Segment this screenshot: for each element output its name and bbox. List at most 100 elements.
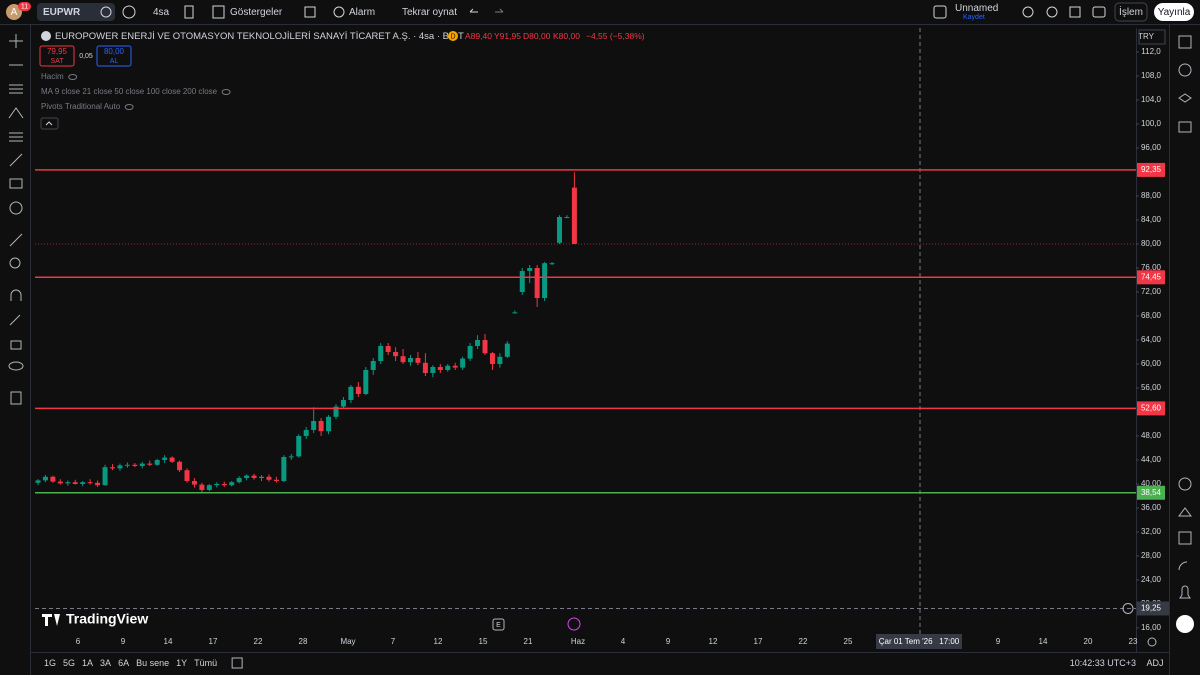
candle-body xyxy=(437,366,443,370)
candle-body xyxy=(35,480,41,483)
buy-label: AL xyxy=(110,58,119,65)
price-label: 104,0 xyxy=(1141,95,1162,104)
candle-body xyxy=(333,406,339,417)
crosshair-time: Çar 01 Tem '26 17:00 xyxy=(879,637,960,646)
compare-icon[interactable] xyxy=(122,5,136,19)
news-icon[interactable] xyxy=(1178,561,1188,571)
candle-body xyxy=(191,480,197,485)
candle-body xyxy=(475,339,481,346)
visibility-icon xyxy=(124,104,134,110)
watermark-logo xyxy=(42,614,60,626)
layers-icon[interactable] xyxy=(1178,93,1192,103)
ruler-tool[interactable] xyxy=(9,233,23,247)
pine-icon[interactable] xyxy=(1178,507,1192,517)
badge-count: 11 xyxy=(21,4,28,11)
layouts-icon[interactable] xyxy=(304,6,316,18)
candle-body xyxy=(42,476,48,481)
candle-body xyxy=(102,467,108,486)
snapshot-icon[interactable] xyxy=(1092,6,1106,18)
range-button: 1G xyxy=(44,658,56,668)
range-button: Bu sene xyxy=(136,658,169,668)
candle-body xyxy=(415,357,421,363)
candle-body xyxy=(281,456,287,481)
crosshair-price: 19,25 xyxy=(1141,604,1162,613)
indicators-button[interactable]: Göstergeler xyxy=(230,7,283,18)
legend-change: −4,55 (−5,38%) xyxy=(586,31,645,41)
magnet-tool[interactable] xyxy=(10,289,22,301)
chart-type-icon[interactable] xyxy=(184,5,194,19)
candle-body xyxy=(147,463,153,465)
brush-tool[interactable] xyxy=(9,153,23,167)
apps-button[interactable] xyxy=(1176,615,1194,633)
buy-price: 80,00 xyxy=(104,47,125,56)
price-label: 64,00 xyxy=(1141,335,1162,344)
candle-body xyxy=(80,482,86,484)
settings-icon[interactable] xyxy=(1046,6,1058,18)
legend-high: Y91,95 xyxy=(494,31,521,41)
symbol-logo xyxy=(41,31,51,41)
replay-button[interactable]: Tekrar oynat xyxy=(402,7,457,18)
time-label: 22 xyxy=(799,637,808,646)
price-label: 84,00 xyxy=(1141,215,1162,224)
price-label: 88,00 xyxy=(1141,191,1162,200)
layout-name[interactable]: Unnamed xyxy=(955,3,998,14)
fullscreen-icon[interactable] xyxy=(1069,6,1081,18)
candle-body xyxy=(363,369,369,394)
lock-draw-tool[interactable] xyxy=(9,314,21,326)
candle-body xyxy=(489,353,495,364)
candle-body xyxy=(519,270,525,292)
candle-body xyxy=(184,470,190,481)
notifications-icon[interactable] xyxy=(1179,585,1191,599)
fib-tool[interactable] xyxy=(9,84,23,94)
pattern-tool[interactable] xyxy=(8,107,24,119)
price-label: 44,00 xyxy=(1141,455,1162,464)
forecast-tool[interactable] xyxy=(9,132,23,142)
alarm-button[interactable]: Alarm xyxy=(349,7,375,18)
candle-body xyxy=(87,482,93,484)
delete-tool[interactable] xyxy=(10,391,22,405)
legend-low: D80,00 xyxy=(523,31,551,41)
avatar[interactable] xyxy=(6,4,22,20)
trade-box[interactable] xyxy=(1114,2,1148,22)
range-button: 3A xyxy=(100,658,111,668)
redo-icon[interactable] xyxy=(495,8,504,13)
symbol-box[interactable] xyxy=(37,3,115,21)
publish-box[interactable] xyxy=(1154,3,1194,21)
chat-icon[interactable] xyxy=(1178,121,1192,133)
lock-tool[interactable] xyxy=(10,340,22,350)
icon-tool[interactable] xyxy=(9,201,23,215)
time-label: 12 xyxy=(434,637,443,646)
interval[interactable]: 4sa xyxy=(153,7,170,18)
watchlist-icon[interactable] xyxy=(1178,35,1192,49)
layout-status: Kaydet xyxy=(963,14,985,21)
marker-dot xyxy=(448,31,458,41)
undo-icon[interactable] xyxy=(469,8,478,13)
alerts-icon[interactable] xyxy=(1178,63,1192,77)
candle-body xyxy=(542,263,548,298)
time-label: 9 xyxy=(666,637,671,646)
time-label: 23 xyxy=(1129,637,1138,646)
zoom-tool[interactable] xyxy=(9,257,21,269)
candle-body xyxy=(370,360,376,370)
time-label: 14 xyxy=(164,637,173,646)
candle-body xyxy=(110,467,115,469)
cursor-tool[interactable] xyxy=(9,34,23,48)
market-status: D xyxy=(450,33,455,40)
calendar-icon[interactable] xyxy=(1178,531,1192,545)
crosshair-price-box xyxy=(1137,601,1169,616)
range-button: 1Y xyxy=(176,658,187,668)
candle-body xyxy=(162,457,168,460)
search-icon[interactable] xyxy=(1022,6,1034,18)
candle-body xyxy=(154,459,160,465)
adj-button: ADJ xyxy=(1146,658,1163,668)
badge xyxy=(18,2,31,11)
hide-tool[interactable] xyxy=(8,361,24,371)
text-tool[interactable] xyxy=(9,178,23,189)
ideas-icon[interactable] xyxy=(1178,477,1192,491)
time-label: 15 xyxy=(479,637,488,646)
candle-body xyxy=(177,461,183,471)
price-label: 72,00 xyxy=(1141,287,1162,296)
candle-body xyxy=(221,483,227,486)
